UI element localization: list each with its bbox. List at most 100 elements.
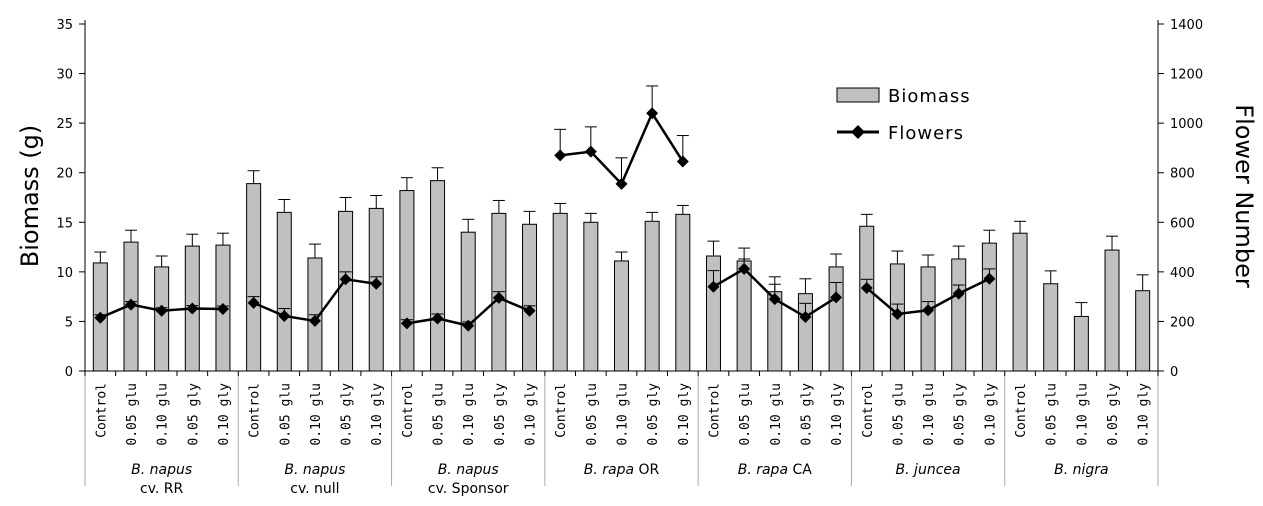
category-label: 0.10 glu: [616, 383, 631, 446]
flower-lines: [94, 85, 996, 332]
category-label: 0.10 gly: [524, 383, 539, 446]
flower-point: [492, 291, 505, 304]
category-label: 0.05 gly: [799, 383, 814, 446]
flower-point: [983, 272, 996, 285]
biomass-bar: [1012, 232, 1028, 372]
group-sublabel: cv. RR: [140, 481, 184, 497]
flower-point: [247, 296, 260, 309]
category-label: 0.10 gly: [217, 383, 232, 446]
group-label: B. napus: [438, 462, 499, 478]
category-label: 0.05 glu: [891, 383, 906, 446]
flower-point: [676, 155, 689, 168]
flower-point: [523, 304, 536, 317]
category-label: 0.10 gly: [370, 383, 385, 446]
legend-flowers-marker: [851, 125, 865, 139]
category-label: Control: [248, 383, 263, 438]
group-label-part: B. rapa: [738, 462, 788, 478]
legend-flowers-label: Flowers: [888, 123, 964, 144]
y-tick-label-right: 400: [1170, 266, 1195, 281]
biomass-bar: [246, 183, 262, 372]
y-tick-label-left: 5: [65, 315, 73, 330]
group-label-part: CA: [788, 462, 812, 478]
biomass-bar: [552, 212, 568, 372]
biomass-bar: [736, 260, 752, 372]
biomass-bar: [430, 180, 446, 372]
legend-biomass-swatch: [836, 87, 880, 103]
category-label: 0.05 glu: [585, 383, 600, 446]
category-label: 0.10 glu: [922, 383, 937, 446]
flower-point: [155, 304, 168, 317]
group-label-part: B. napus: [131, 462, 192, 478]
y-tick-label-right: 1400: [1170, 18, 1203, 33]
y-axis-left-label: Biomass (g): [16, 125, 44, 268]
y-tick-label-right: 800: [1170, 167, 1195, 182]
flower-point: [308, 314, 321, 327]
biomass-bar: [859, 225, 875, 372]
category-label: 0.10 gly: [983, 383, 998, 446]
y-tick-label-right: 1200: [1170, 68, 1203, 83]
group-label: B. rapa CA: [738, 462, 813, 478]
flower-point: [738, 262, 751, 275]
group-label-part: B. napus: [284, 462, 345, 478]
group-sublabel: cv. Sponsor: [428, 481, 509, 497]
y-tick-label-right: 0: [1170, 365, 1178, 380]
group-label: B. juncea: [896, 462, 961, 478]
biomass-bar: [1104, 249, 1120, 372]
category-label: Control: [94, 383, 109, 438]
category-label: 0.10 gly: [677, 383, 692, 446]
biomass-bar: [154, 266, 170, 372]
flower-point: [339, 273, 352, 286]
biomass-bar: [828, 266, 844, 372]
flower-point: [952, 287, 965, 300]
flower-point: [615, 177, 628, 190]
y-tick-label-right: 200: [1170, 315, 1195, 330]
group-label-part: OR: [634, 462, 659, 478]
group-label: B. napus: [131, 462, 192, 478]
category-label: 0.05 gly: [1106, 383, 1121, 446]
y-tick-label-left: 30: [56, 68, 73, 83]
y-tick-label-right: 600: [1170, 216, 1195, 231]
biomass-bars: [92, 167, 1151, 372]
flower-point: [400, 317, 413, 330]
category-label: 0.05 gly: [646, 383, 661, 446]
category-label: 0.05 glu: [125, 383, 140, 446]
y-tick-label-left: 20: [56, 167, 73, 182]
group-label-part: B. nigra: [1054, 462, 1109, 478]
flower-point: [799, 310, 812, 323]
flower-point: [922, 304, 935, 317]
category-label: 0.05 glu: [432, 383, 447, 446]
biomass-bar: [951, 258, 967, 372]
biomass-bar: [583, 221, 599, 372]
legend-biomass-label: Biomass: [888, 86, 971, 107]
biomass-bar: [675, 213, 691, 372]
category-label: 0.10 gly: [1137, 383, 1152, 446]
group-label: B. rapa OR: [584, 462, 660, 478]
category-label: 0.10 glu: [1075, 383, 1090, 446]
category-label: Control: [861, 383, 876, 438]
biomass-bar: [981, 242, 997, 372]
category-label: Control: [554, 383, 569, 438]
flower-point: [584, 145, 597, 158]
biomass-bar: [522, 223, 538, 372]
flower-point: [370, 277, 383, 290]
category-label: 0.05 glu: [738, 383, 753, 446]
biomass-bar: [1073, 315, 1089, 372]
category-label: 0.05 gly: [953, 383, 968, 446]
category-label: 0.05 glu: [1045, 383, 1060, 446]
category-label: 0.10 glu: [309, 383, 324, 446]
flower-point: [94, 311, 107, 324]
category-label: 0.10 gly: [830, 383, 845, 446]
y-tick-label-left: 25: [56, 117, 73, 132]
category-label: 0.05 glu: [278, 383, 293, 446]
group-label-part: B. napus: [438, 462, 499, 478]
flower-point: [124, 298, 137, 311]
biomass-bar: [797, 293, 813, 372]
flower-point: [830, 291, 843, 304]
y-tick-label-left: 10: [56, 266, 73, 281]
flower-point: [768, 293, 781, 306]
biomass-bar: [399, 190, 415, 372]
y-tick-label-left: 35: [56, 18, 73, 33]
group-label: B. napus: [284, 462, 345, 478]
axes: 0 5 10 15 20 25 30 35 0 200 400 600 800 1000 1200 1400: [56, 18, 1203, 486]
category-label: 0.05 gly: [186, 383, 201, 446]
